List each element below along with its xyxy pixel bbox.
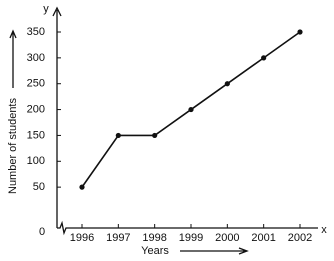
- y-axis-label: Number of students: [7, 98, 19, 194]
- y-label-arrow: [9, 29, 17, 88]
- data-point: [79, 184, 85, 190]
- x-tick-label: 1997: [106, 232, 130, 244]
- y-tick-label: 300: [27, 52, 45, 64]
- y-tick-label: 200: [27, 103, 45, 115]
- data-point: [152, 132, 158, 139]
- x-tick-label: 1996: [70, 232, 94, 244]
- y-axis-letter: y: [43, 3, 49, 15]
- y-tick-label: 350: [27, 26, 45, 38]
- y-tick-label: 100: [27, 155, 45, 167]
- y-axis-arrow: [52, 6, 62, 17]
- y-tick-label: 50: [33, 181, 45, 193]
- y-tick-label: 150: [27, 129, 45, 141]
- x-tick-label: 1999: [179, 232, 203, 244]
- x-tick-label: 2002: [288, 232, 312, 244]
- origin-label: 0: [39, 226, 45, 238]
- data-point: [115, 132, 121, 139]
- data-point: [261, 55, 267, 61]
- data-point: [188, 106, 194, 113]
- x-axis-label: Years: [141, 245, 169, 257]
- x-axis: [57, 220, 318, 236]
- x-tick-label: 2000: [215, 232, 239, 244]
- x-label-arrow: [180, 247, 249, 255]
- x-tick-label: 2001: [251, 232, 275, 244]
- x-tick-label: 1998: [142, 232, 166, 244]
- data-point: [297, 29, 303, 35]
- y-tick-label: 250: [27, 78, 45, 90]
- data-point: [224, 81, 230, 87]
- x-axis-letter: x: [321, 224, 327, 236]
